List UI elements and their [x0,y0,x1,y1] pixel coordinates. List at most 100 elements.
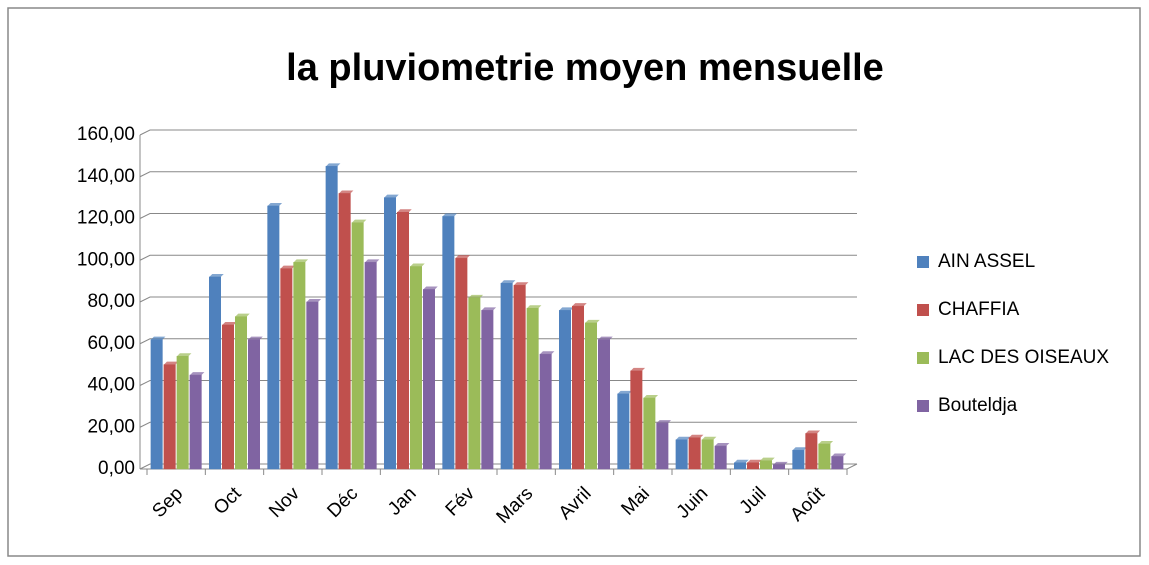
grid-line [139,380,857,386]
bar-top [688,434,704,438]
bar-top [760,457,775,461]
y-tick-label: 140,00 [77,166,135,187]
bar [643,397,656,470]
grid-line [139,129,857,136]
bar-top [397,209,412,213]
y-tick-label: 100,00 [77,249,135,270]
bar-top [675,436,691,440]
bar [617,393,630,470]
bar-top [500,280,516,284]
bar [150,339,163,470]
bar-top [617,390,633,394]
bar [598,339,610,470]
chart-title: la pluviometrie moyen mensuelle [286,47,884,89]
bar [410,266,422,470]
bar-top [442,213,458,217]
chart-border [7,7,1141,557]
legend-label: AIN ASSEL [938,251,1035,272]
bar [189,374,202,470]
bar [714,445,727,470]
legend-label: LAC DES OISEAUX [938,347,1109,368]
bar [818,443,831,470]
bar-top [338,190,354,194]
grid-line [139,254,857,261]
grid-line [139,171,857,178]
bar [468,297,481,470]
bar [267,205,280,470]
bar-top [585,319,600,323]
bar-top [222,321,237,325]
bar [209,276,221,470]
bar-top [306,299,322,302]
bar [325,166,338,470]
bar-top [643,395,659,399]
bar [831,456,844,470]
bar-top [455,255,471,259]
bar-top [248,336,263,340]
legend-label: Bouteldja [938,395,1018,416]
bar-top [831,453,847,457]
bar-top [384,194,399,198]
bar-top [468,294,484,298]
legend-swatch [917,304,929,316]
bar [688,437,701,470]
bar-top [559,307,574,311]
bar [701,439,714,470]
bar [222,324,234,470]
bar [364,262,377,470]
bar-top [714,443,730,447]
legend-swatch [917,400,929,412]
bar-top [280,265,296,269]
y-tick-label: 0,00 [98,458,135,479]
bar-top [293,259,309,263]
bar [559,310,571,470]
y-tick-label: 40,00 [87,375,135,396]
bar-top [773,461,788,465]
bar [585,322,597,470]
bar-top [539,351,555,355]
bar-top [410,263,425,267]
bar [526,308,539,470]
legend-label: CHAFFIA [938,299,1020,320]
bar-top [163,361,179,365]
bar [306,301,319,470]
bar-top [598,336,613,340]
bar-top [513,282,529,286]
bar [481,310,494,470]
bar [351,222,364,470]
bar-top [150,336,166,340]
bar [675,439,688,470]
bar [792,449,805,470]
legend-swatch [917,352,929,364]
bar-top [481,307,497,311]
bar [513,285,526,470]
bar-top [325,163,341,167]
bar [734,462,746,470]
bar [248,339,260,470]
bar-top [572,303,587,307]
bar [656,422,669,470]
y-tick-label: 20,00 [87,416,135,437]
bar [572,305,584,470]
bar-top [747,459,762,463]
bar [163,364,176,470]
y-tick-label: 120,00 [77,208,135,229]
bar-top [734,459,749,463]
y-tick-label: 160,00 [77,124,135,145]
bar-top [656,420,672,424]
bar [235,316,247,470]
bar [338,193,351,470]
bar-top [176,353,192,357]
bar [384,197,396,470]
bar-top [267,202,283,206]
grid-line [139,296,857,303]
bar [747,462,759,470]
bar [630,370,643,470]
bar-top [792,447,808,451]
bar [455,257,468,470]
bar [176,356,189,470]
bar [773,464,785,470]
bar [760,460,772,470]
bar-top [189,372,205,376]
bar [293,262,306,470]
